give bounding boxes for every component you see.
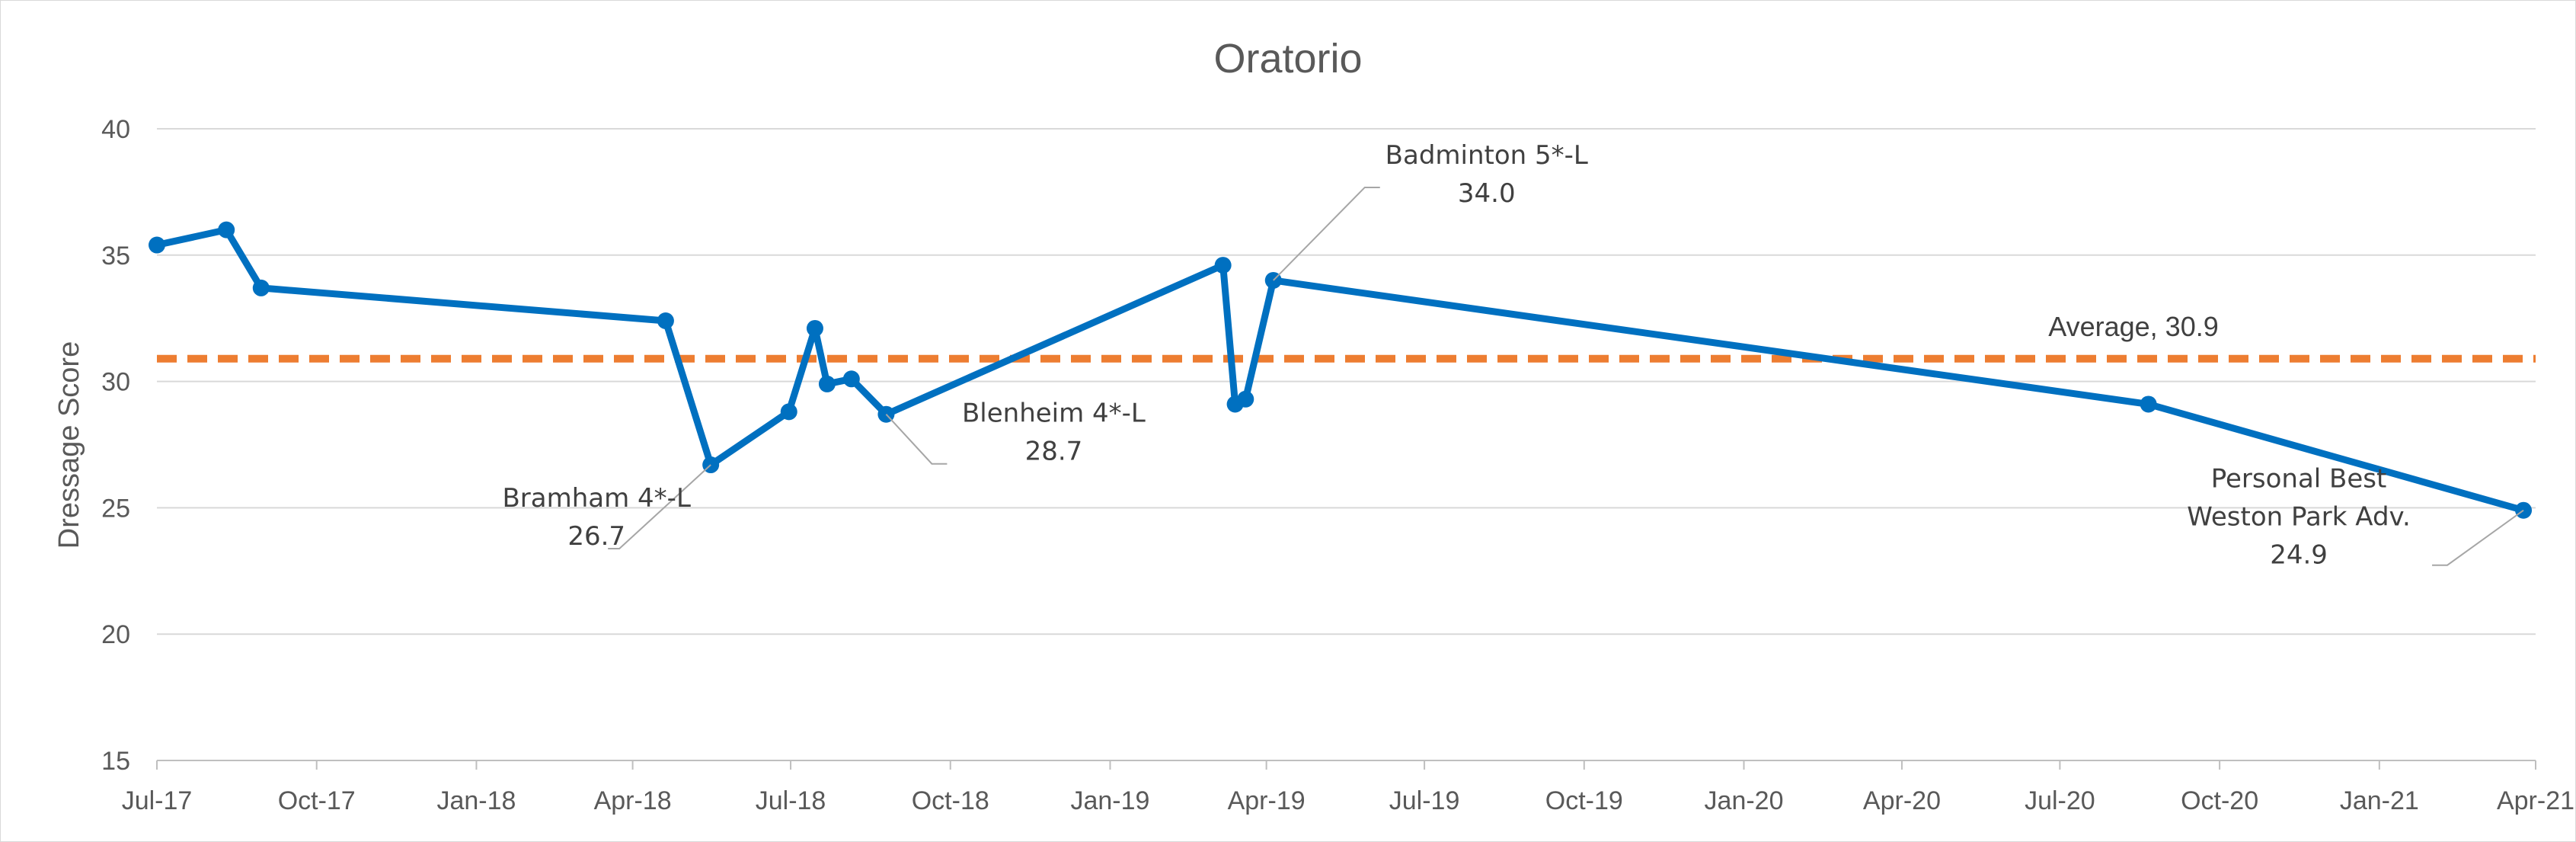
data-point	[818, 375, 836, 392]
data-point	[252, 279, 270, 296]
annotation-label: 24.9	[2270, 540, 2328, 571]
x-tick-label: Apr-18	[594, 786, 672, 815]
x-axis-ticks: Jul-17 Oct-17 Jan-18 Apr-18 Jul-18 Oct-18 Jan-…	[122, 786, 2574, 815]
data-point	[806, 319, 823, 337]
annotation-label: Bramham 4*-L	[502, 483, 690, 514]
annotation-label: 34.0	[1458, 178, 1516, 209]
series-group	[149, 221, 2533, 519]
x-axis	[156, 760, 2536, 770]
annotation-label: Badminton 5*-L	[1385, 140, 1588, 171]
x-tick-label: Oct-17	[278, 786, 356, 815]
data-point	[780, 403, 797, 421]
annotation-label: Weston Park Adv.	[2187, 502, 2411, 533]
y-tick-label: 20	[101, 620, 130, 649]
annotation-label: Personal Best	[2211, 464, 2387, 495]
x-tick-label: Oct-20	[2181, 786, 2258, 815]
x-tick-label: Jul-18	[756, 786, 826, 815]
x-tick-label: Jan-20	[1705, 786, 1784, 815]
x-tick-label: Jan-21	[2340, 786, 2419, 815]
annotation-leader	[608, 464, 711, 550]
y-tick-label: 30	[101, 368, 130, 397]
data-point	[842, 370, 860, 388]
series-line	[153, 226, 2527, 514]
x-tick-label: Jul-19	[1389, 786, 1460, 815]
x-tick-label: Jul-17	[122, 786, 193, 815]
data-point	[149, 236, 165, 254]
annotation-label: Blenheim 4*-L	[962, 399, 1146, 429]
annotation-label: 26.7	[567, 521, 625, 552]
annotations-group: Bramham 4*-L 26.7 Blenheim 4*-L 28.7 Badmint…	[502, 140, 2524, 571]
annotation-leader	[1273, 186, 1380, 281]
x-tick-label: Apr-20	[1863, 786, 1941, 815]
chart-title: Oratorio	[1213, 36, 1362, 82]
data-point	[218, 221, 235, 239]
data-point	[657, 312, 674, 330]
x-tick-label: Jan-19	[1070, 786, 1149, 815]
x-tick-label: Jul-20	[2025, 786, 2095, 815]
y-tick-label: 15	[101, 747, 130, 776]
y-axis-ticks: 15 20 25 30 35 40	[101, 115, 130, 776]
y-tick-label: 25	[101, 494, 130, 523]
annotation-label: 28.7	[1025, 437, 1083, 467]
x-tick-label: Oct-19	[1545, 786, 1623, 815]
data-point	[1237, 390, 1254, 408]
x-tick-label: Apr-21	[2497, 786, 2574, 815]
annotation-leader	[885, 414, 948, 465]
y-axis-title: Dressage Score	[53, 341, 85, 549]
data-point	[1214, 257, 1232, 274]
annotation-leader	[2432, 509, 2524, 566]
x-tick-label: Jan-18	[436, 786, 516, 815]
data-point	[2140, 395, 2157, 413]
average-line-group: Average, 30.9	[157, 311, 2536, 363]
x-tick-label: Oct-18	[912, 786, 989, 815]
y-tick-label: 40	[101, 115, 130, 144]
gridlines	[157, 128, 2536, 636]
average-label: Average, 30.9	[2048, 311, 2219, 342]
x-tick-label: Apr-19	[1228, 786, 1306, 815]
y-tick-label: 35	[101, 242, 130, 271]
